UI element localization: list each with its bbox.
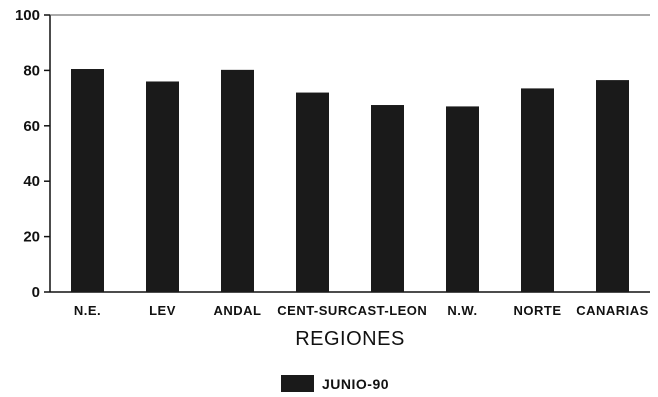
bar xyxy=(146,81,179,292)
x-tick-label: LEV xyxy=(149,303,176,318)
x-tick-label: N.W. xyxy=(447,303,477,318)
x-tick-label: N.E. xyxy=(74,303,101,318)
y-axis-ticks: 0 20 40 60 80 100 xyxy=(15,7,50,301)
legend-swatch xyxy=(281,375,314,392)
category-labels: N.E. LEV ANDAL CENT-SUR CAST-LEON N.W. NORTE CA… xyxy=(74,303,649,318)
legend-label: JUNIO-90 xyxy=(322,376,389,392)
y-tick-label: 0 xyxy=(32,284,40,301)
x-tick-label: CENT-SUR xyxy=(277,303,348,318)
y-tick-label: 20 xyxy=(23,229,40,246)
x-axis-title: REGIONES xyxy=(295,328,405,350)
bar xyxy=(596,80,629,292)
bar xyxy=(71,69,104,292)
bar xyxy=(521,88,554,292)
y-tick-label: 60 xyxy=(23,118,40,135)
y-tick-label: 100 xyxy=(15,7,40,24)
y-tick-label: 40 xyxy=(23,173,40,190)
x-tick-label: NORTE xyxy=(514,303,562,318)
bar xyxy=(221,69,254,292)
plot-frame xyxy=(49,14,650,293)
x-tick-label: ANDAL xyxy=(214,303,262,318)
legend: JUNIO-90 xyxy=(281,375,389,392)
bar xyxy=(296,92,329,292)
x-tick-label: CAST-LEON xyxy=(348,303,428,318)
bar xyxy=(371,105,404,293)
bar xyxy=(446,106,479,292)
bars-group xyxy=(71,69,629,293)
y-tick-label: 80 xyxy=(23,62,40,79)
x-tick-label: CANARIAS xyxy=(576,303,649,318)
